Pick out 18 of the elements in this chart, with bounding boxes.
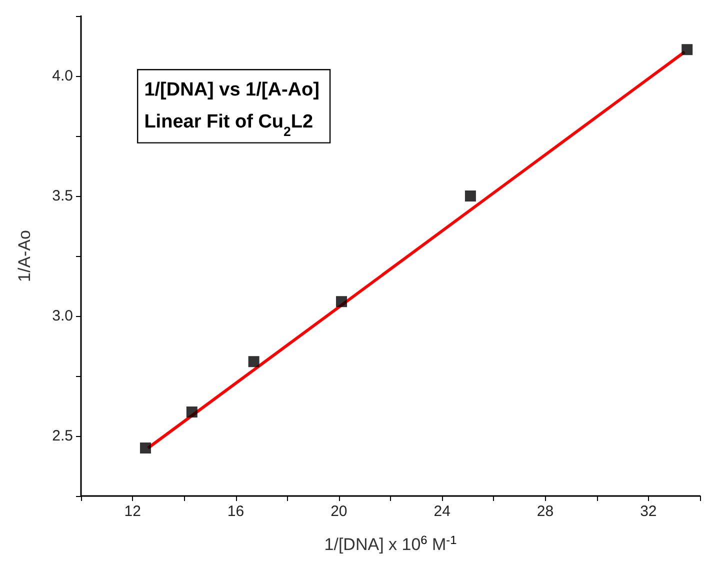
point bbox=[682, 44, 693, 56]
point bbox=[248, 356, 260, 368]
point bbox=[464, 190, 476, 202]
y-tick-label: 3.5 bbox=[52, 188, 73, 204]
point bbox=[186, 406, 198, 418]
x-tick-label: 20 bbox=[330, 503, 348, 520]
x-tick-label: 24 bbox=[434, 503, 450, 520]
point bbox=[140, 442, 151, 454]
point bbox=[336, 296, 347, 308]
annotation: 1/[DNA] vs 1/[A-Ao] bbox=[144, 80, 320, 101]
x-tick-label: 28 bbox=[536, 503, 554, 520]
x-tick-label: 32 bbox=[640, 503, 657, 520]
y-tick-label: 2.5 bbox=[52, 428, 73, 444]
y-tick-label: 3.0 bbox=[52, 308, 73, 324]
y-tick-label: 4.0 bbox=[52, 68, 73, 84]
x-tick-label: 16 bbox=[227, 503, 244, 520]
x-tick-label: 12 bbox=[124, 503, 141, 520]
y-axis-title: 1/A-Ao bbox=[15, 230, 34, 282]
